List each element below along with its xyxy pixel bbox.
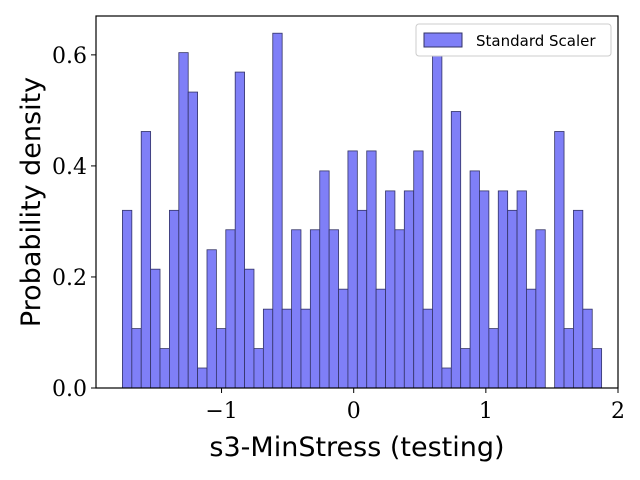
histogram-bar <box>460 348 471 389</box>
legend-label: Standard Scaler <box>476 32 596 50</box>
y-tick-label: 0.2 <box>52 266 87 291</box>
x-tick-label: −1 <box>205 399 237 424</box>
histogram-bar <box>291 229 302 389</box>
histogram-bar <box>554 131 565 389</box>
histogram-bar <box>215 328 227 389</box>
histogram-bar <box>197 367 208 389</box>
histogram-bar <box>262 308 274 389</box>
histogram-bar <box>516 190 527 389</box>
histogram-bar <box>432 52 443 389</box>
histogram-bar <box>150 268 161 389</box>
histogram-bar <box>131 328 142 389</box>
x-axis-title: s3-MinStress (testing) <box>209 432 504 463</box>
histogram-bar <box>225 229 236 389</box>
y-axis-title: Probability density <box>16 77 47 327</box>
histogram-bar <box>507 209 518 389</box>
histogram-bar <box>488 328 499 389</box>
plot-frame <box>95 15 619 389</box>
histogram-bar <box>319 170 330 389</box>
y-axis-ticks: 0.0 0.2 0.4 0.6 <box>52 44 96 402</box>
histogram-bar <box>385 190 396 389</box>
histogram-bars <box>122 32 603 389</box>
histogram-bar <box>422 308 433 389</box>
histogram-bar <box>469 170 480 389</box>
histogram-bar <box>497 190 509 389</box>
histogram-bar <box>178 52 189 389</box>
histogram-bar <box>234 71 245 389</box>
histogram-bar <box>272 32 283 389</box>
histogram-bar <box>413 150 424 389</box>
x-tick-label: 1 <box>479 399 493 424</box>
histogram-bar <box>535 229 546 389</box>
histogram-bar <box>394 229 405 389</box>
histogram-bar <box>375 288 386 389</box>
histogram-bar <box>300 308 311 389</box>
histogram-bar <box>582 308 593 389</box>
histogram-bar <box>338 288 349 389</box>
histogram-bar <box>159 348 170 389</box>
histogram-bar <box>403 190 415 389</box>
histogram-bar <box>206 249 217 389</box>
histogram-bar <box>366 150 377 389</box>
histogram-bar <box>526 288 537 389</box>
y-tick-label: 0.0 <box>52 377 87 402</box>
histogram-bar <box>244 268 255 389</box>
x-tick-label: 0 <box>347 399 361 424</box>
histogram-bar <box>281 308 292 389</box>
histogram-bar <box>573 209 584 389</box>
histogram-bar <box>309 229 321 389</box>
x-axis-ticks: −1 0 1 2 <box>205 388 625 424</box>
histogram-bar <box>450 111 462 389</box>
histogram-bar <box>347 150 358 389</box>
histogram-bar <box>253 348 264 389</box>
histogram-bar <box>169 209 180 389</box>
histogram-bar <box>591 348 603 389</box>
histogram-bar <box>563 328 574 389</box>
legend-swatch <box>423 32 463 48</box>
y-tick-label: 0.6 <box>52 44 87 69</box>
legend-box <box>415 23 612 57</box>
histogram-bar <box>441 367 452 389</box>
y-tick-label: 0.4 <box>52 155 87 180</box>
histogram-bar <box>122 209 133 389</box>
histogram-bar <box>479 190 490 389</box>
histogram-bar <box>140 131 152 389</box>
histogram-bar <box>356 209 368 389</box>
x-tick-label: 2 <box>611 399 625 424</box>
histogram-bar <box>328 229 339 389</box>
histogram-bar <box>187 91 198 389</box>
legend: Standard Scaler <box>415 23 612 57</box>
